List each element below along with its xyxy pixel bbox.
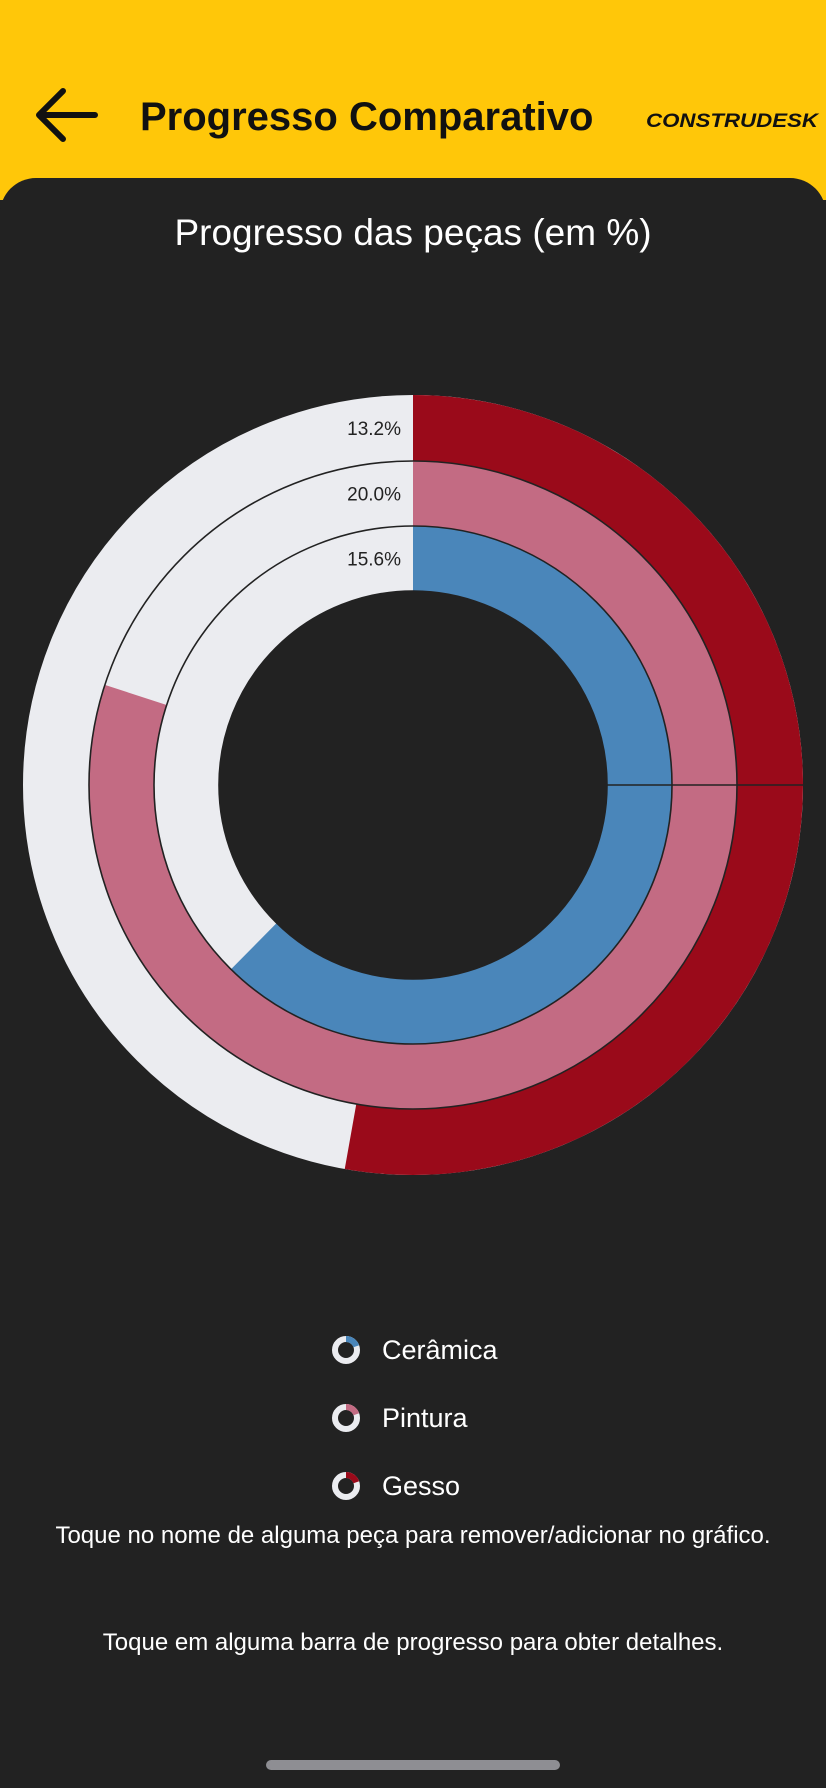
home-indicator: [266, 1760, 560, 1770]
legend-ring-arc: [345, 1404, 360, 1416]
page-title: Progresso Comparativo: [140, 95, 594, 139]
ring-separator: [218, 590, 608, 980]
legend-item-ceramica[interactable]: Cerâmica: [330, 1316, 498, 1384]
brand-logo: CONSTRUDESK: [646, 111, 819, 132]
legend-label: Cerâmica: [382, 1334, 498, 1365]
progress-bar-gesso[interactable]: [344, 395, 803, 1175]
help-text-details: Toque em alguma barra de progresso para …: [102, 1629, 724, 1656]
arrow-left-icon: [36, 88, 98, 142]
legend-ring-icon: [332, 1336, 360, 1364]
help-text-toggle: Toque no nome de alguma peça para remove…: [55, 1522, 771, 1549]
legend-ring-arc: [345, 1336, 360, 1348]
app-header: Progresso Comparativo CONSTRUDESK: [0, 0, 826, 200]
legend-item-gesso[interactable]: Gesso: [330, 1452, 498, 1520]
chart-title: Progresso das peças (em %): [174, 212, 652, 253]
legend-ring-icon: [332, 1472, 360, 1500]
svg-text:CONSTRUDESK: CONSTRUDESK: [646, 111, 819, 132]
legend-ring-arc: [345, 1472, 360, 1484]
legend: Cerâmica Pintura Gesso: [330, 1316, 498, 1520]
back-button[interactable]: [22, 70, 112, 160]
value-label: 20.0%: [347, 485, 401, 506]
value-label: 15.6%: [347, 550, 401, 571]
legend-item-pintura[interactable]: Pintura: [330, 1384, 498, 1452]
legend-ring-icon: [332, 1404, 360, 1432]
legend-label: Pintura: [382, 1402, 468, 1433]
legend-label: Gesso: [382, 1470, 461, 1501]
progress-bar-ceramica[interactable]: [231, 526, 673, 1044]
value-label: 13.2%: [347, 419, 401, 440]
radial-progress-chart: 13.2% 20.0% 15.6%: [23, 395, 803, 1175]
